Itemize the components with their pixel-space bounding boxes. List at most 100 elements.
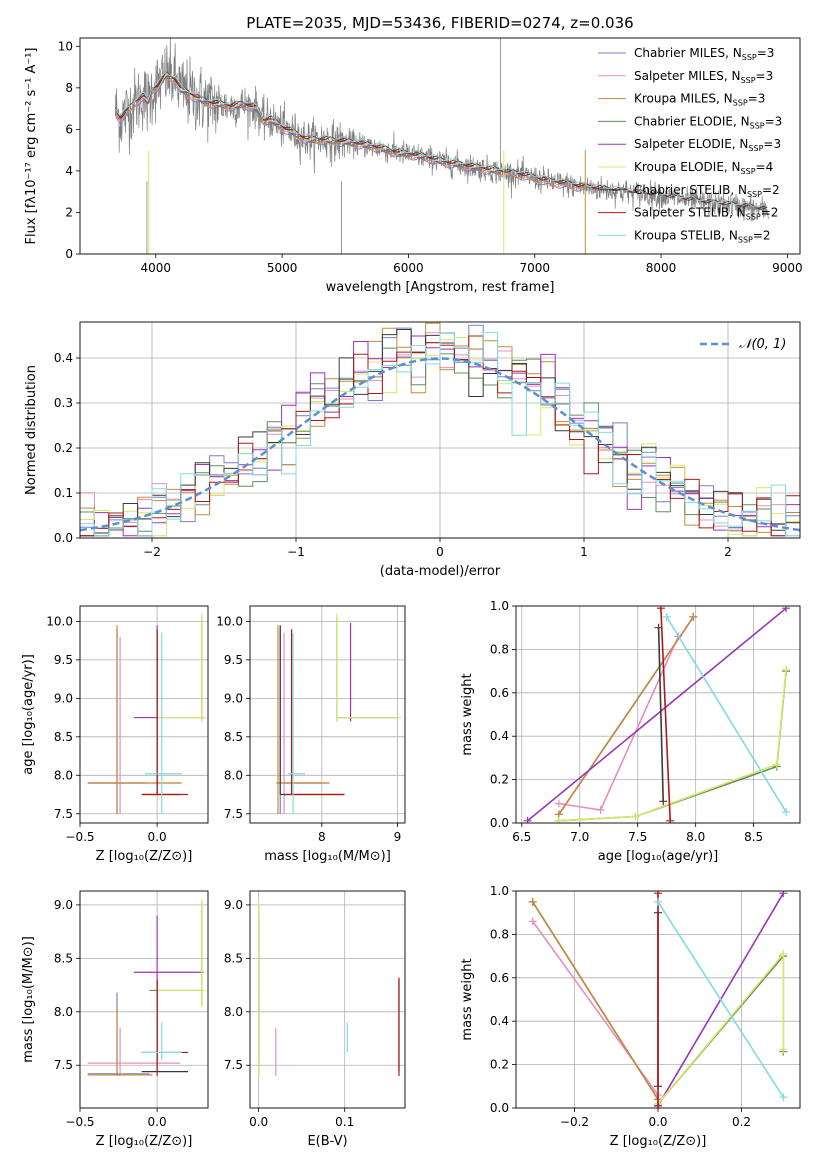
series-line (657, 951, 785, 1105)
y-tick-label: 0.4 (490, 1014, 509, 1028)
y-tick-label: 9.5 (54, 653, 73, 667)
residual-histogram-plot-area (80, 322, 800, 537)
residual-histogram-chart: −2 −1 0 1 2 0.0 0.1 0.2 0.3 0.4 (data-model)/error… (24, 321, 801, 579)
mass-vs-extinction-grid (250, 891, 405, 1108)
series-point (654, 891, 662, 898)
age-vs-metallicity-grid (79, 606, 208, 823)
age-vs-mass-grid (250, 606, 405, 823)
y-tick-label: 1.0 (490, 884, 509, 898)
y-axis-label: Flux [fλ10⁻¹⁷ erg cm⁻² s⁻¹ A⁻¹] (24, 48, 39, 245)
cross-salpeter-miles (87, 636, 181, 814)
y-tick-label: 10.0 (216, 614, 243, 628)
x-tick-label: 5000 (267, 261, 298, 275)
series-point (779, 891, 788, 898)
series-point (666, 816, 675, 823)
x-tick-label: 0.2 (732, 1115, 751, 1129)
series-point (528, 917, 537, 926)
age-vs-mass-plot-area (276, 613, 402, 814)
series-point (554, 799, 563, 808)
model-line-salpeter-elodie (142, 75, 509, 175)
histogram-legend: 𝒩(0, 1) (700, 337, 786, 352)
series-point (779, 1093, 788, 1102)
series-point (596, 805, 605, 814)
y-tick-label: 10 (58, 39, 73, 53)
y-tick-label: 9.5 (224, 653, 243, 667)
cross-salpeter-miles (87, 1027, 181, 1076)
x-tick-label: 8 (318, 830, 326, 844)
legend-entry-normal: 𝒩(0, 1) (739, 337, 786, 352)
x-tick-label: −0.2 (560, 1115, 589, 1129)
cross-chabrier-stelib (141, 979, 188, 1073)
series-line (527, 607, 787, 822)
y-tick-label: 8.5 (54, 951, 73, 965)
x-axis-label: wavelength [Angstrom, rest frame] (326, 280, 555, 295)
x-tick-label: 7000 (519, 261, 550, 275)
series-point (779, 1045, 788, 1054)
x-tick-label: 9 (394, 830, 402, 844)
series-salpeter-stelib (656, 606, 675, 823)
charts: 4000 5000 6000 7000 8000 90000246810wavelengt… (21, 37, 803, 1149)
y-tick-label: 8.0 (54, 768, 73, 782)
series-point (554, 816, 563, 823)
spectrum-plot-area (114, 38, 769, 254)
series-point (654, 1101, 662, 1108)
age-vs-metallicity-chart: −0.5 0.0 7.5 8.0 8.5 9.0 9.5 10.0 Z [log₁₀(Z/Z⊙)… (21, 605, 209, 864)
y-tick-label: 1.0 (490, 599, 509, 613)
legend-entry-chabrier-miles: Chabrier MILES, NSSP=3 (634, 46, 774, 62)
cross-kroupa-stelib (141, 1022, 182, 1060)
cross-salpeter-elodie (133, 915, 204, 1060)
y-tick-label: 0.4 (54, 351, 73, 365)
cross-salpeter-stelib (284, 629, 345, 796)
axes-frame (79, 890, 209, 1109)
legend-entry-kroupa-elodie: Kroupa ELODIE, NSSP=4 (634, 160, 773, 176)
mass-weight-vs-age-chart: 6.5 7.0 7.5 8.0 8.5 0.0 0.2 0.4 0.6 0.8 1.0 age [lo… (460, 599, 801, 864)
series-line (532, 901, 659, 1100)
cross-chabrier-stelib (279, 625, 345, 796)
y-tick-label: 0.4 (490, 729, 509, 743)
cross-kroupa-miles (87, 1006, 153, 1076)
y-tick-label: 0.2 (490, 773, 509, 787)
x-tick-label: 0.0 (648, 1115, 667, 1129)
y-tick-label: 9.0 (224, 898, 243, 912)
x-axis-label: age [log₁₀(age/yr)] (598, 849, 719, 864)
y-tick-label: 2 (65, 205, 73, 219)
mass-vs-metallicity-chart: −0.5 0.0 7.5 8.0 8.5 9.0 Z [log₁₀(Z/Z⊙)] mass [… (21, 890, 209, 1149)
x-tick-label: 1 (580, 545, 588, 559)
axes-frame (79, 37, 801, 255)
cross-salpeter-elodie (133, 625, 204, 795)
series-point (656, 606, 665, 613)
y-axis-label: mass weight (460, 958, 475, 1040)
x-tick-label: 6000 (393, 261, 424, 275)
series-salpeter-miles (528, 917, 662, 1099)
mass-weight-vs-metallicity-plot-area (528, 891, 788, 1108)
series-line (558, 671, 787, 822)
y-tick-label: 0.1 (54, 486, 73, 500)
y-axis-label: age [log₁₀(age/yr)] (21, 654, 36, 775)
axes-frame (79, 605, 209, 824)
x-axis-label: E(B-V) (307, 1134, 347, 1149)
axes-frame (515, 890, 801, 1109)
x-tick-label: 0 (436, 545, 444, 559)
y-tick-label: 0.2 (490, 1058, 509, 1072)
series-point (523, 816, 532, 823)
cross-kroupa-stelib (144, 632, 182, 814)
y-tick-label: 8.0 (224, 768, 243, 782)
spectrum-chart: 4000 5000 6000 7000 8000 9000 0 2 4 6 8 10 wavelengt… (24, 37, 803, 295)
y-tick-label: 0.6 (490, 971, 509, 985)
age-vs-metallicity-plot-area (87, 613, 205, 814)
axes-frame (79, 321, 801, 539)
series-kroupa-miles (554, 612, 698, 819)
y-tick-label: 0.2 (54, 441, 73, 455)
y-tick-label: 0.0 (490, 1101, 509, 1115)
cross-salpeter-stelib (141, 629, 188, 796)
x-tick-label: −1 (287, 545, 305, 559)
x-axis-label: (data-model)/error (380, 564, 501, 579)
y-tick-label: 7.5 (224, 807, 243, 821)
y-tick-label: 0.3 (54, 396, 73, 410)
cross-chabrier-stelib (141, 632, 181, 796)
x-tick-label: 7.5 (628, 830, 647, 844)
cross-kroupa-miles (87, 625, 182, 814)
x-axis-label: Z [log₁₀(Z/Z⊙)] (610, 1134, 707, 1149)
x-tick-label: 9000 (772, 261, 803, 275)
